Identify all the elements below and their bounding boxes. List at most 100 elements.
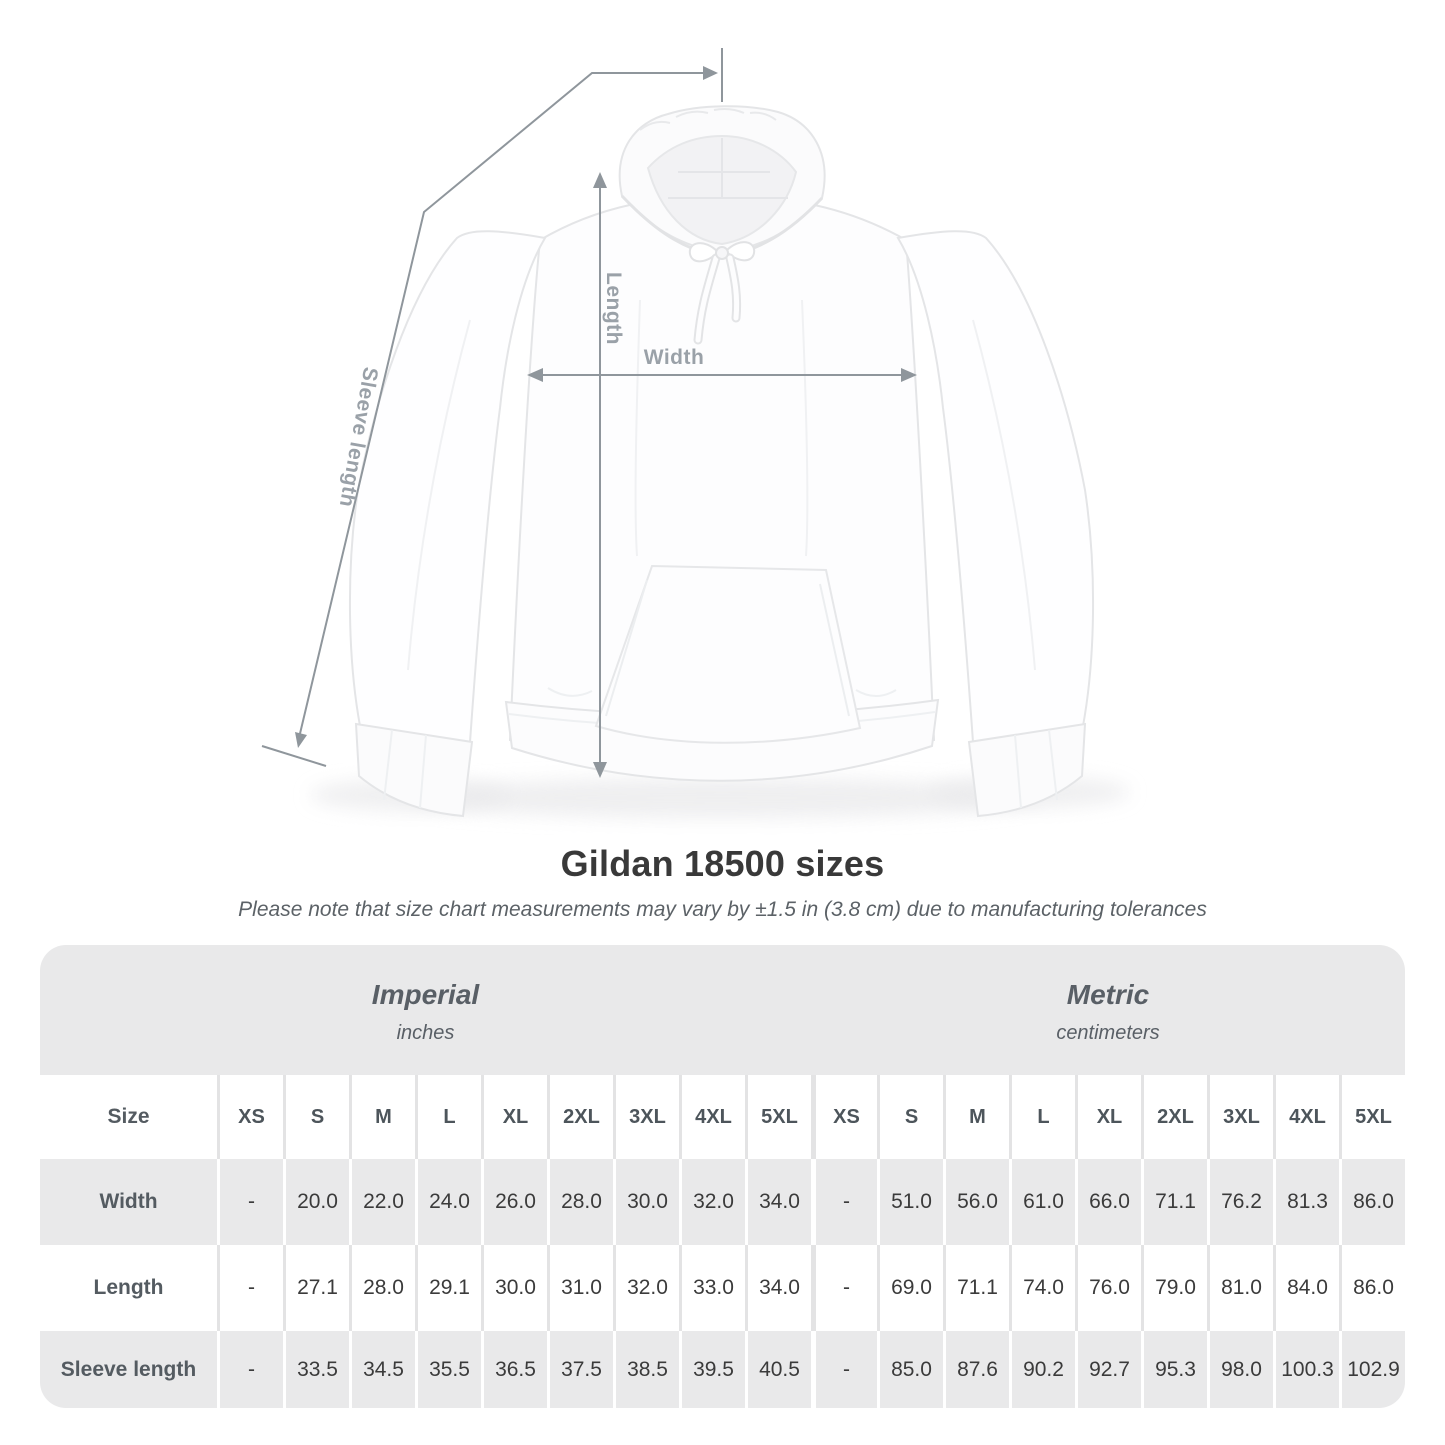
col-header-imperial: 4XL <box>679 1075 745 1159</box>
imperial-group-header: Imperial inches <box>40 945 811 1075</box>
width-metric-cell: 66.0 <box>1075 1159 1141 1245</box>
length-metric-cell: - <box>811 1245 877 1331</box>
width-measure-label: Width <box>644 346 705 369</box>
left-sleeve-crease <box>407 319 471 671</box>
sleeve-metric-cell: - <box>811 1331 877 1408</box>
length-metric-cell: 81.0 <box>1207 1245 1273 1331</box>
width-imperial-cell: - <box>217 1159 283 1245</box>
length-metric-cell: 69.0 <box>877 1245 943 1331</box>
length-metric-cell: 86.0 <box>1339 1245 1405 1331</box>
hoodie-shadow <box>402 778 1042 818</box>
col-header-imperial: 2XL <box>547 1075 613 1159</box>
length-metric-cell: 71.1 <box>943 1245 1009 1331</box>
metric-group-header: Metric centimeters <box>811 945 1405 1075</box>
sleeve-imperial-cell: - <box>217 1331 283 1408</box>
row-header-size: Size <box>107 1105 150 1128</box>
sleeve-length-row: Sleeve length - 33.5 34.5 35.5 36.5 37.5… <box>40 1331 1405 1408</box>
col-header-imperial: S <box>283 1075 349 1159</box>
sleeve-length-arrowhead-bottom <box>295 732 307 748</box>
width-metric-cell: 51.0 <box>877 1159 943 1245</box>
sleeve-imperial-cell: 35.5 <box>415 1331 481 1408</box>
size-table: Imperial inches Metric centimeters Size … <box>40 945 1405 1408</box>
width-imperial-cell: 22.0 <box>349 1159 415 1245</box>
length-arrowhead-down <box>593 762 607 778</box>
pocket-stitches <box>605 579 850 717</box>
sleeve-length-arrow <box>297 72 712 743</box>
col-header-metric: 5XL <box>1339 1075 1405 1159</box>
width-metric-cell: 86.0 <box>1339 1159 1405 1245</box>
col-header-metric: L <box>1009 1075 1075 1159</box>
width-metric-cell: 76.2 <box>1207 1159 1273 1245</box>
drawstring-left-highlight <box>695 255 719 343</box>
length-imperial-cell: 34.0 <box>745 1245 811 1331</box>
length-metric-cell: 76.0 <box>1075 1245 1141 1331</box>
col-header-metric: 4XL <box>1273 1075 1339 1159</box>
width-metric-cell: 81.3 <box>1273 1159 1339 1245</box>
length-row: Length - 27.1 28.0 29.1 30.0 31.0 32.0 3… <box>40 1245 1405 1331</box>
row-header-sleeve-length: Sleeve length <box>60 1357 197 1381</box>
unit-group-header-row: Imperial inches Metric centimeters <box>40 945 1405 1075</box>
drawstring-knot <box>715 246 729 260</box>
length-imperial-cell: 28.0 <box>349 1245 415 1331</box>
length-imperial-cell: 33.0 <box>679 1245 745 1331</box>
width-arrowhead-right <box>901 368 917 382</box>
hood-interior-seams <box>668 138 788 199</box>
width-row: Width - 20.0 22.0 24.0 26.0 28.0 30.0 32… <box>40 1159 1405 1245</box>
length-imperial-cell: - <box>217 1245 283 1331</box>
page-title: Gildan 18500 sizes <box>560 843 885 884</box>
length-imperial-cell: 30.0 <box>481 1245 547 1331</box>
hoodie-illustration <box>310 105 1130 818</box>
sleeve-metric-cell: 90.2 <box>1009 1331 1075 1408</box>
heading-block: Gildan 18500 sizes Please note that size… <box>0 843 1445 922</box>
col-header-metric: M <box>943 1075 1009 1159</box>
sleeve-metric-cell: 85.0 <box>877 1331 943 1408</box>
hood-top-folds <box>639 108 777 131</box>
kangaroo-pocket <box>594 564 862 744</box>
length-metric-cell: 79.0 <box>1141 1245 1207 1331</box>
body-crease <box>634 299 641 557</box>
body-crease <box>801 299 809 557</box>
width-imperial-cell: 32.0 <box>679 1159 745 1245</box>
length-imperial-cell: 27.1 <box>283 1245 349 1331</box>
width-arrowhead-left <box>527 368 543 382</box>
col-header-metric: XS <box>811 1075 877 1159</box>
col-header-metric: 3XL <box>1207 1075 1273 1159</box>
sleeve-imperial-cell: 37.5 <box>547 1331 613 1408</box>
sleeve-imperial-cell: 34.5 <box>349 1331 415 1408</box>
hoodie-diagram: Length Width Sleeve length <box>261 48 1130 818</box>
left-cuff-ribs <box>383 729 427 809</box>
width-imperial-cell: 30.0 <box>613 1159 679 1245</box>
sleeve-imperial-cell: 36.5 <box>481 1331 547 1408</box>
col-header-metric: 2XL <box>1141 1075 1207 1159</box>
right-cuff-ribs <box>1014 729 1058 809</box>
width-imperial-cell: 24.0 <box>415 1159 481 1245</box>
sleeve-imperial-cell: 40.5 <box>745 1331 811 1408</box>
drawstring-bow-left-loop <box>688 242 720 263</box>
left-sleeve <box>348 230 547 744</box>
metric-label: Metric <box>1066 979 1150 1010</box>
right-sleeve <box>896 230 1095 744</box>
imperial-label: Imperial <box>371 979 480 1010</box>
col-header-imperial: L <box>415 1075 481 1159</box>
row-header-width: Width <box>99 1190 158 1213</box>
length-arrowhead-up <box>593 172 607 188</box>
sleeve-imperial-cell: 33.5 <box>283 1331 349 1408</box>
sleeve-imperial-cell: 39.5 <box>679 1331 745 1408</box>
right-sleeve-crease <box>972 319 1036 671</box>
row-header-length: Length <box>93 1276 164 1299</box>
col-header-imperial: XL <box>481 1075 547 1159</box>
metric-unit-label: centimeters <box>1056 1022 1160 1044</box>
col-header-imperial: XS <box>217 1075 283 1159</box>
col-header-imperial: M <box>349 1075 415 1159</box>
imperial-unit-label: inches <box>396 1022 455 1044</box>
size-header-row: Size XS S M L XL 2XL 3XL 4XL 5XL XS S M … <box>40 1075 1405 1159</box>
length-imperial-cell: 32.0 <box>613 1245 679 1331</box>
width-metric-cell: 61.0 <box>1009 1159 1075 1245</box>
width-metric-cell: 71.1 <box>1141 1159 1207 1245</box>
sleeve-length-arrowhead-top <box>703 66 718 80</box>
length-imperial-cell: 29.1 <box>415 1245 481 1331</box>
drawstring-right-highlight <box>727 255 740 321</box>
sleeve-metric-cell: 98.0 <box>1207 1331 1273 1408</box>
col-header-metric: XL <box>1075 1075 1141 1159</box>
